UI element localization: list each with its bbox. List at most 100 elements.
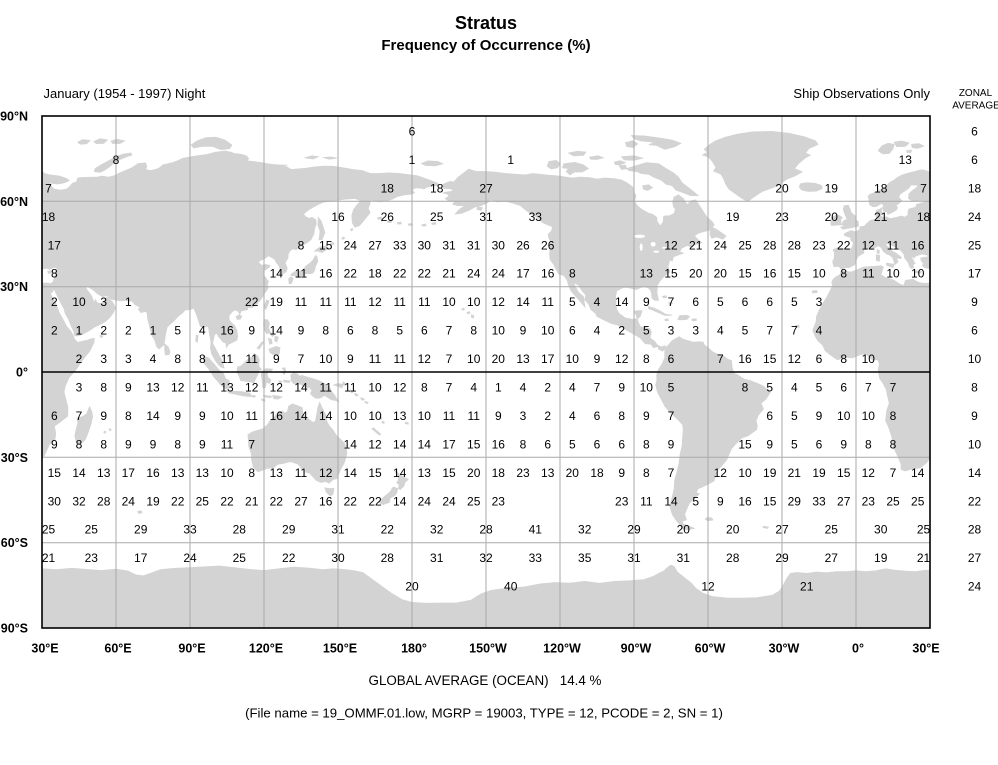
svg-text:8: 8 xyxy=(840,267,847,281)
svg-text:19: 19 xyxy=(726,210,740,224)
svg-text:20: 20 xyxy=(492,352,506,366)
svg-text:9: 9 xyxy=(100,409,107,423)
svg-text:9: 9 xyxy=(766,437,773,451)
svg-text:29: 29 xyxy=(627,523,641,537)
svg-text:31: 31 xyxy=(442,238,456,252)
svg-text:2: 2 xyxy=(618,324,625,338)
svg-text:1: 1 xyxy=(409,153,416,167)
svg-text:6: 6 xyxy=(816,437,823,451)
svg-text:20: 20 xyxy=(689,267,703,281)
svg-text:16: 16 xyxy=(319,267,333,281)
svg-text:9: 9 xyxy=(668,437,675,451)
svg-text:14: 14 xyxy=(418,437,432,451)
svg-text:14: 14 xyxy=(393,494,407,508)
svg-text:(File name = 19_OMMF.01.low, M: (File name = 19_OMMF.01.low, MGRP = 1900… xyxy=(245,706,723,721)
svg-text:11: 11 xyxy=(640,494,653,508)
svg-text:14: 14 xyxy=(968,466,982,480)
svg-text:12: 12 xyxy=(701,580,715,594)
svg-text:18: 18 xyxy=(968,181,982,195)
svg-text:28: 28 xyxy=(788,238,802,252)
svg-text:7: 7 xyxy=(76,409,83,423)
svg-text:14: 14 xyxy=(344,437,358,451)
svg-text:GLOBAL AVERAGE (OCEAN) 14.4: GLOBAL AVERAGE (OCEAN) 14.4 % xyxy=(369,673,602,688)
svg-text:10: 10 xyxy=(368,409,382,423)
svg-text:6: 6 xyxy=(421,324,428,338)
svg-text:8: 8 xyxy=(372,324,379,338)
svg-text:17: 17 xyxy=(968,267,982,281)
svg-text:25: 25 xyxy=(968,238,982,252)
svg-text:17: 17 xyxy=(48,238,62,252)
svg-text:18: 18 xyxy=(917,210,931,224)
svg-text:1: 1 xyxy=(125,295,132,309)
svg-text:8: 8 xyxy=(100,437,107,451)
svg-text:7: 7 xyxy=(865,381,872,395)
svg-text:8: 8 xyxy=(618,409,625,423)
svg-text:14: 14 xyxy=(294,409,308,423)
svg-text:1: 1 xyxy=(507,153,514,167)
svg-text:4: 4 xyxy=(520,381,527,395)
svg-text:27: 27 xyxy=(825,551,839,565)
svg-text:25: 25 xyxy=(85,523,99,537)
svg-text:11: 11 xyxy=(245,352,258,366)
svg-text:9: 9 xyxy=(971,409,978,423)
svg-text:7: 7 xyxy=(890,381,897,395)
svg-text:32: 32 xyxy=(479,551,493,565)
svg-text:32: 32 xyxy=(578,523,592,537)
svg-text:29: 29 xyxy=(775,551,789,565)
svg-text:21: 21 xyxy=(245,494,259,508)
svg-text:5: 5 xyxy=(569,295,576,309)
svg-text:15: 15 xyxy=(442,466,456,480)
svg-text:12: 12 xyxy=(788,352,802,366)
svg-text:6: 6 xyxy=(766,295,773,309)
svg-text:15: 15 xyxy=(788,267,802,281)
svg-text:8: 8 xyxy=(643,352,650,366)
svg-text:27: 27 xyxy=(294,494,308,508)
svg-text:6: 6 xyxy=(971,153,978,167)
svg-text:6: 6 xyxy=(971,324,978,338)
svg-text:5: 5 xyxy=(396,324,403,338)
svg-text:16: 16 xyxy=(220,324,234,338)
svg-text:10: 10 xyxy=(541,324,555,338)
svg-text:21: 21 xyxy=(874,210,888,224)
svg-text:13: 13 xyxy=(97,466,111,480)
svg-text:14: 14 xyxy=(911,466,925,480)
svg-text:6: 6 xyxy=(409,125,416,139)
svg-text:8: 8 xyxy=(421,381,428,395)
svg-text:16: 16 xyxy=(270,409,284,423)
svg-text:120°W: 120°W xyxy=(543,642,581,656)
svg-text:30: 30 xyxy=(492,238,506,252)
svg-text:15: 15 xyxy=(763,494,777,508)
svg-text:24: 24 xyxy=(418,494,432,508)
svg-text:15: 15 xyxy=(837,466,851,480)
svg-text:12: 12 xyxy=(393,381,407,395)
svg-text:7: 7 xyxy=(446,324,453,338)
svg-text:13: 13 xyxy=(393,409,407,423)
svg-text:2: 2 xyxy=(76,352,83,366)
svg-text:20: 20 xyxy=(467,466,481,480)
svg-text:32: 32 xyxy=(72,494,86,508)
svg-text:180°: 180° xyxy=(401,642,427,656)
svg-text:15: 15 xyxy=(467,437,481,451)
svg-text:16: 16 xyxy=(738,352,752,366)
svg-text:8: 8 xyxy=(76,437,83,451)
svg-text:17: 17 xyxy=(442,437,456,451)
svg-text:10: 10 xyxy=(968,352,982,366)
svg-text:6: 6 xyxy=(594,409,601,423)
svg-text:27: 27 xyxy=(479,181,493,195)
svg-text:9: 9 xyxy=(840,437,847,451)
svg-text:10: 10 xyxy=(862,409,876,423)
svg-text:33: 33 xyxy=(183,523,197,537)
svg-text:5: 5 xyxy=(791,409,798,423)
svg-text:22: 22 xyxy=(418,267,432,281)
svg-text:6: 6 xyxy=(51,409,58,423)
svg-text:30°E: 30°E xyxy=(31,642,58,656)
svg-text:13: 13 xyxy=(220,381,234,395)
svg-text:7: 7 xyxy=(298,352,305,366)
svg-text:10: 10 xyxy=(368,381,382,395)
svg-text:8: 8 xyxy=(100,381,107,395)
svg-text:12: 12 xyxy=(615,352,629,366)
svg-text:24: 24 xyxy=(467,267,481,281)
svg-text:11: 11 xyxy=(196,381,209,395)
svg-text:8: 8 xyxy=(248,466,255,480)
svg-text:12: 12 xyxy=(368,437,382,451)
